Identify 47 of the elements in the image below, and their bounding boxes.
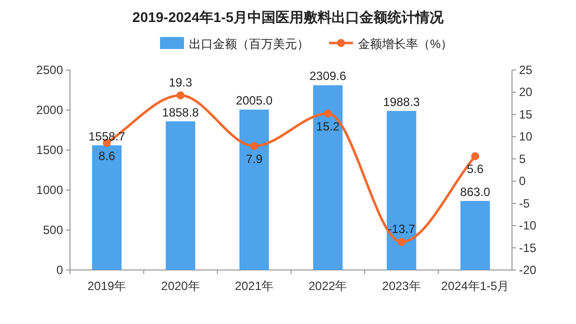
bar <box>239 110 269 270</box>
bar <box>386 110 416 270</box>
data-label: 8.6 <box>98 148 116 163</box>
y-tick-label: 1000 <box>36 183 64 197</box>
x-tick-label: 2020年 <box>161 279 200 293</box>
point <box>471 152 480 160</box>
x-tick-label: 2023年 <box>382 279 421 293</box>
x-tick-label: 2024年1-5月 <box>441 279 510 293</box>
data-label: 2005.0 <box>236 94 273 108</box>
point <box>324 110 332 118</box>
y-tick-label: 2000 <box>36 103 64 117</box>
bar <box>460 200 490 270</box>
y2-tick-label: 25 <box>519 63 533 77</box>
data-label: 863.0 <box>460 184 491 199</box>
legend-label: 出口金额（百万美元） <box>189 37 309 51</box>
chart-title: 2019-2024年1-5月中国医用敷料出口金额统计情况 <box>132 9 445 25</box>
y-tick-label: 1500 <box>36 143 64 157</box>
x-tick-label: 2019年 <box>87 279 126 293</box>
data-label: 15.2 <box>316 120 340 134</box>
y2-tick-label: 15 <box>519 107 533 122</box>
point <box>176 91 184 100</box>
data-label: 1988.3 <box>383 94 420 109</box>
y2-tick-label: -15 <box>519 240 537 255</box>
x-tick-label: 2021年 <box>234 279 274 293</box>
data-label: 7.9 <box>246 152 263 166</box>
bar <box>92 145 122 270</box>
data-label: 5.6 <box>466 162 484 176</box>
y2-tick-label: -10 <box>519 218 537 233</box>
y2-tick-label: 20 <box>519 85 533 100</box>
y-tick-label: 2500 <box>36 63 64 77</box>
bar <box>166 121 196 270</box>
bar <box>313 85 343 270</box>
legend-label: 金额增长率（%） <box>358 37 453 51</box>
y2-tick-label: 5 <box>519 152 526 166</box>
data-label: 19.3 <box>168 75 192 90</box>
y2-tick-label: 0 <box>519 174 526 188</box>
data-label: 2309.6 <box>309 69 347 84</box>
y-tick-label: 500 <box>42 223 64 237</box>
point <box>398 238 406 246</box>
point <box>250 142 258 150</box>
data-label: -13.7 <box>388 222 416 236</box>
data-label: 1858.8 <box>162 105 200 120</box>
y-tick-label: 0 <box>56 263 64 277</box>
y2-tick-label: -20 <box>519 263 537 277</box>
y2-tick-label: -5 <box>519 196 530 210</box>
y2-tick-label: 10 <box>519 130 533 144</box>
x-tick-label: 2022年 <box>308 279 348 293</box>
